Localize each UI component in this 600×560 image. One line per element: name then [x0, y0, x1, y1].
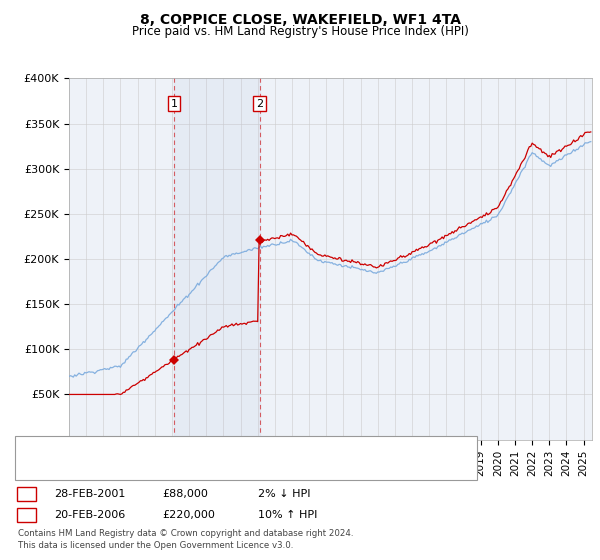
Text: Price paid vs. HM Land Registry's House Price Index (HPI): Price paid vs. HM Land Registry's House …	[131, 25, 469, 38]
Text: 2: 2	[256, 99, 263, 109]
Text: 8, COPPICE CLOSE, WAKEFIELD, WF1 4TA (detached house): 8, COPPICE CLOSE, WAKEFIELD, WF1 4TA (de…	[57, 445, 365, 455]
Text: 10% ↑ HPI: 10% ↑ HPI	[258, 510, 317, 520]
Text: Contains HM Land Registry data © Crown copyright and database right 2024.: Contains HM Land Registry data © Crown c…	[18, 529, 353, 538]
Text: 2% ↓ HPI: 2% ↓ HPI	[258, 489, 311, 499]
Text: This data is licensed under the Open Government Licence v3.0.: This data is licensed under the Open Gov…	[18, 542, 293, 550]
Text: 20-FEB-2006: 20-FEB-2006	[54, 510, 125, 520]
Bar	[174, 78, 260, 440]
Text: £88,000: £88,000	[162, 489, 208, 499]
Text: 28-FEB-2001: 28-FEB-2001	[54, 489, 125, 499]
Text: £220,000: £220,000	[162, 510, 215, 520]
Text: 8, COPPICE CLOSE, WAKEFIELD, WF1 4TA: 8, COPPICE CLOSE, WAKEFIELD, WF1 4TA	[139, 13, 461, 27]
Text: 1: 1	[170, 99, 178, 109]
Text: HPI: Average price, detached house, Wakefield: HPI: Average price, detached house, Wake…	[57, 461, 301, 472]
Text: 2: 2	[23, 510, 30, 520]
Text: 1: 1	[23, 489, 30, 499]
